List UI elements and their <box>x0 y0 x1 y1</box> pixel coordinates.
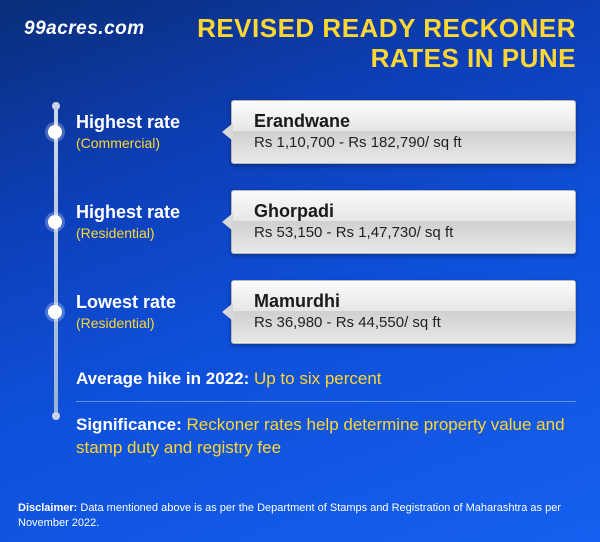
label-subtitle: (Residential) <box>76 225 217 241</box>
rate-row: Highest rate (Commercial) Erandwane Rs 1… <box>62 98 576 166</box>
row-label: Lowest rate (Residential) <box>62 293 217 331</box>
divider <box>76 401 576 402</box>
label-title: Highest rate <box>76 113 217 133</box>
avg-hike-label: Average hike in 2022 <box>76 369 244 388</box>
rate-row: Lowest rate (Residential) Mamurdhi Rs 36… <box>62 278 576 346</box>
row-label: Highest rate (Residential) <box>62 203 217 241</box>
row-label: Highest rate (Commercial) <box>62 113 217 151</box>
location-name: Erandwane <box>254 111 559 132</box>
rate-value: Rs 1,10,700 - Rs 182,790/ sq ft <box>254 134 559 151</box>
timeline-dot <box>48 305 62 319</box>
title-line-2: RATES IN PUNE <box>371 43 576 73</box>
timeline-line <box>54 106 58 416</box>
disclaimer: Disclaimer: Data mentioned above is as p… <box>18 501 582 530</box>
infographic-container: 99acres.com REVISED READY RECKONER RATES… <box>0 0 600 542</box>
title-line-1: REVISED READY RECKONER <box>197 13 576 43</box>
rate-card: Ghorpadi Rs 53,150 - Rs 1,47,730/ sq ft <box>231 190 576 254</box>
rate-value: Rs 36,980 - Rs 44,550/ sq ft <box>254 314 559 331</box>
significance-label: Significance <box>76 415 176 434</box>
timeline-dot <box>48 125 62 139</box>
significance-line: Significance: Reckoner rates help determ… <box>76 414 576 460</box>
rate-card: Erandwane Rs 1,10,700 - Rs 182,790/ sq f… <box>231 100 576 164</box>
rate-card: Mamurdhi Rs 36,980 - Rs 44,550/ sq ft <box>231 280 576 344</box>
timeline: Highest rate (Commercial) Erandwane Rs 1… <box>24 98 576 346</box>
avg-hike-value: Up to six percent <box>254 369 382 388</box>
disclaimer-text: Data mentioned above is as per the Depar… <box>18 502 561 528</box>
label-subtitle: (Residential) <box>76 315 217 331</box>
label-title: Lowest rate <box>76 293 217 313</box>
location-name: Ghorpadi <box>254 201 559 222</box>
avg-hike-line: Average hike in 2022: Up to six percent <box>76 368 576 391</box>
label-title: Highest rate <box>76 203 217 223</box>
location-name: Mamurdhi <box>254 291 559 312</box>
label-subtitle: (Commercial) <box>76 135 217 151</box>
disclaimer-label: Disclaimer: <box>18 502 77 514</box>
rate-row: Highest rate (Residential) Ghorpadi Rs 5… <box>62 188 576 256</box>
info-section: Average hike in 2022: Up to six percent … <box>24 368 576 460</box>
rate-value: Rs 53,150 - Rs 1,47,730/ sq ft <box>254 224 559 241</box>
timeline-dot <box>48 215 62 229</box>
